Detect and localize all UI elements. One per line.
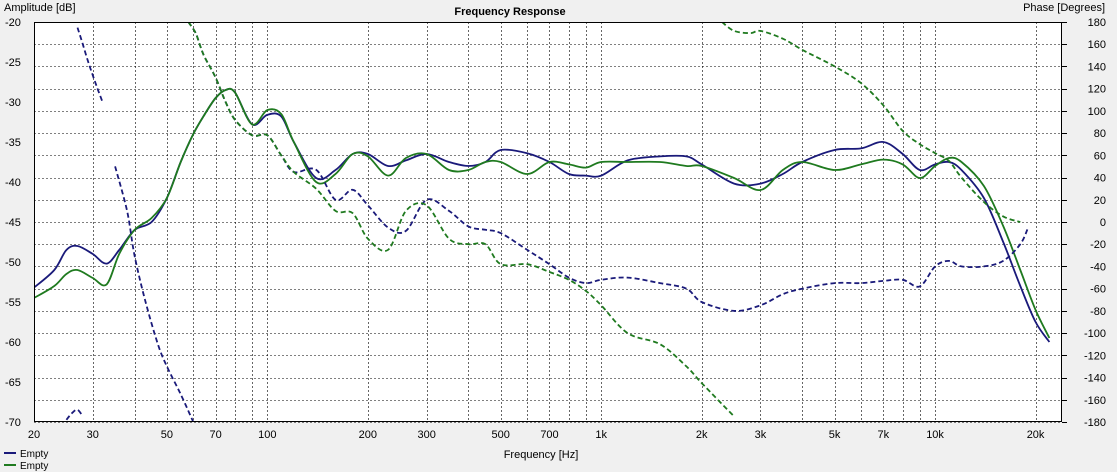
chart-title: Frequency Response: [454, 6, 565, 18]
x-tick-label: 100: [258, 429, 276, 441]
y-right-tick-label: -160: [1084, 395, 1106, 407]
series-phase-3-line-1: [76, 27, 103, 102]
series-phase-3-line-3: [114, 166, 195, 422]
y-right-tick-label: -120: [1084, 350, 1106, 362]
y-right-tick-label: -40: [1090, 261, 1106, 273]
x-tick-label: 10k: [926, 429, 944, 441]
y-right-tick-label: 140: [1088, 61, 1106, 73]
series-phase-3-line-2: [65, 408, 84, 421]
y-left-tick-label: -40: [5, 177, 21, 189]
x-tick-label: 5k: [829, 429, 841, 441]
x-tick-label: 1k: [595, 429, 607, 441]
x-tick-label: 50: [161, 429, 173, 441]
x-tick-label: 500: [492, 429, 510, 441]
y-right-tick-label: -100: [1084, 328, 1106, 340]
y-right-tick-label: 40: [1094, 173, 1106, 185]
y-left-tick-label: -20: [5, 17, 21, 29]
x-tick-label: 20k: [1027, 429, 1045, 441]
series-amplitude-2-line: [34, 87, 1051, 339]
y-right-tick-label: 80: [1094, 128, 1106, 140]
axis-ticks: 20 30 50 70 100 200 300 500 700 1k 2k 3k 5k 7k 10k 20k-…: [5, 17, 1106, 441]
y-right-tick-label: -60: [1090, 284, 1106, 296]
y-left-tick-label: -30: [5, 97, 21, 109]
y-axis-left-label: Amplitude [dB]: [4, 2, 76, 14]
plot-area: [34, 22, 1062, 422]
x-tick-label: 70: [210, 429, 222, 441]
y-right-tick-label: 100: [1088, 106, 1106, 118]
legend-label-2: Empty: [20, 461, 48, 472]
y-right-tick-label: -180: [1084, 417, 1106, 429]
y-left-tick-label: -25: [5, 57, 21, 69]
x-tick-label: 7k: [878, 429, 890, 441]
y-axis-right-label: Phase [Degrees]: [1023, 2, 1105, 14]
legend: Empty Empty: [4, 449, 48, 472]
y-right-tick-label: -140: [1084, 373, 1106, 385]
y-left-tick-label: -45: [5, 217, 21, 229]
x-tick-label: 300: [417, 429, 435, 441]
x-tick-label: 200: [359, 429, 377, 441]
x-tick-label: 700: [540, 429, 558, 441]
y-left-tick-label: -55: [5, 297, 21, 309]
y-right-tick-label: -80: [1090, 306, 1106, 318]
series-phase-4-line-1: [187, 22, 735, 418]
y-left-tick-label: -60: [5, 337, 21, 349]
y-left-tick-label: -35: [5, 137, 21, 149]
legend-label-1: Empty: [20, 449, 48, 460]
x-axis-label: Frequency [Hz]: [504, 449, 579, 461]
x-tick-label: 30: [87, 429, 99, 441]
y-right-tick-label: 60: [1094, 150, 1106, 162]
series-phase-3-line-4: [187, 22, 1029, 312]
y-right-tick-label: 20: [1094, 195, 1106, 207]
chart-series: [34, 22, 1051, 422]
y-left-tick-label: -50: [5, 257, 21, 269]
y-left-tick-label: -65: [5, 377, 21, 389]
x-tick-label: 2k: [696, 429, 708, 441]
y-right-tick-label: -20: [1090, 239, 1106, 251]
y-right-tick-label: 120: [1088, 84, 1106, 96]
y-right-tick-label: 180: [1088, 17, 1106, 29]
y-right-tick-label: 0: [1100, 217, 1106, 229]
x-tick-label: 3k: [755, 429, 767, 441]
plot-frame: [34, 22, 1062, 422]
y-left-tick-label: -70: [5, 417, 21, 429]
x-tick-label: 20: [28, 429, 40, 441]
series-phase-4-line-2: [721, 22, 1021, 223]
y-right-tick-label: 160: [1088, 39, 1106, 51]
